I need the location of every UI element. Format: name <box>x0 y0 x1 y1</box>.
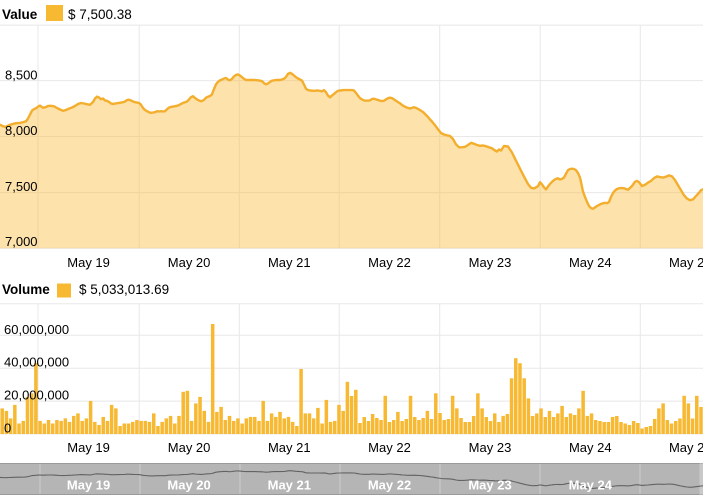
svg-text:60,000,000: 60,000,000 <box>4 322 69 337</box>
svg-text:May 24: May 24 <box>569 440 612 455</box>
svg-text:May 22: May 22 <box>368 255 411 270</box>
svg-text:0: 0 <box>4 420 11 435</box>
svg-text:May 19: May 19 <box>67 255 110 270</box>
svg-text:May 22: May 22 <box>368 478 411 493</box>
svg-text:7,000: 7,000 <box>5 234 38 249</box>
svg-text:May 21: May 21 <box>268 478 311 493</box>
svg-text:40,000,000: 40,000,000 <box>4 355 69 370</box>
svg-text:May 22: May 22 <box>368 440 411 455</box>
svg-text:Value: Value <box>2 7 38 22</box>
svg-text:May 23: May 23 <box>468 478 511 493</box>
svg-text:May 19: May 19 <box>67 440 110 455</box>
svg-text:May 23: May 23 <box>469 255 512 270</box>
svg-text:May 20: May 20 <box>168 255 211 270</box>
svg-text:May 20: May 20 <box>168 440 211 455</box>
svg-text:8,500: 8,500 <box>5 67 38 82</box>
svg-text:May 20: May 20 <box>167 478 210 493</box>
svg-text:May 23: May 23 <box>469 440 512 455</box>
svg-text:May 24: May 24 <box>569 478 613 493</box>
svg-text:May 19: May 19 <box>67 478 110 493</box>
svg-text:7,500: 7,500 <box>5 179 38 194</box>
svg-text:May 24: May 24 <box>569 255 612 270</box>
svg-text:20,000,000: 20,000,000 <box>4 388 69 403</box>
svg-text:May 25: May 25 <box>669 440 703 455</box>
svg-text:$ 7,500.38: $ 7,500.38 <box>68 7 132 22</box>
svg-text:Volume: Volume <box>2 282 50 297</box>
svg-text:8,000: 8,000 <box>5 123 38 138</box>
svg-text:$ 5,033,013.69: $ 5,033,013.69 <box>79 282 169 297</box>
svg-text:May 25: May 25 <box>669 255 703 270</box>
svg-text:May 21: May 21 <box>268 440 311 455</box>
svg-text:May 21: May 21 <box>268 255 311 270</box>
